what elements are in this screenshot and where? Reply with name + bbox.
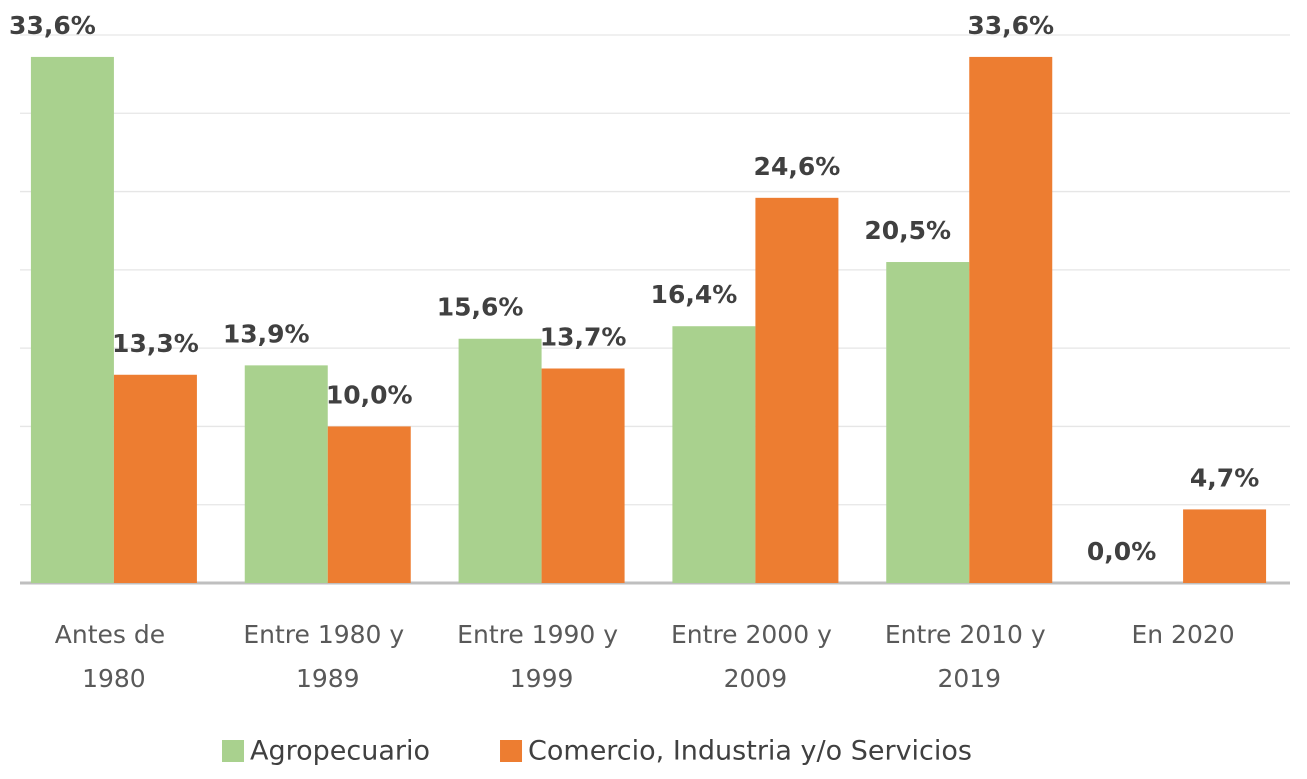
x-tick-label: Antes de 1980 [55,620,173,693]
data-label: 16,4% [651,280,738,309]
data-label: 4,7% [1190,463,1259,492]
x-tick-label: Entre 2010 y 2019 [885,620,1054,693]
legend-label: Comercio, Industria y/o Servicios [528,736,972,767]
bar [1183,509,1267,583]
data-label: 0,0% [1087,537,1156,566]
data-label: 20,5% [864,216,951,245]
data-label: 13,7% [540,322,627,351]
legend-swatch [222,740,244,762]
x-tick-label: Entre 1980 y 1989 [243,620,412,693]
legend-label: Agropecuario [250,736,430,767]
data-label: 33,6% [967,11,1054,40]
data-label: 15,6% [437,293,524,322]
bar [969,56,1053,584]
x-tick-label: Entre 1990 y 1999 [457,620,626,693]
bar [244,365,328,583]
bar [327,426,411,583]
bar [113,374,197,583]
bar [541,368,625,583]
bar [672,326,756,583]
data-label: 24,6% [754,152,841,181]
data-label: 33,6% [9,11,96,40]
bar [755,197,839,583]
bar [886,262,970,583]
bar [458,338,542,583]
bar [30,56,114,584]
x-tick-label: Entre 2000 y 2009 [671,620,840,693]
data-label: 10,0% [326,380,413,409]
data-label: 13,3% [112,329,199,358]
legend-swatch [500,740,523,762]
x-tick-label: En 2020 [1131,620,1234,649]
data-label: 13,9% [223,319,310,348]
